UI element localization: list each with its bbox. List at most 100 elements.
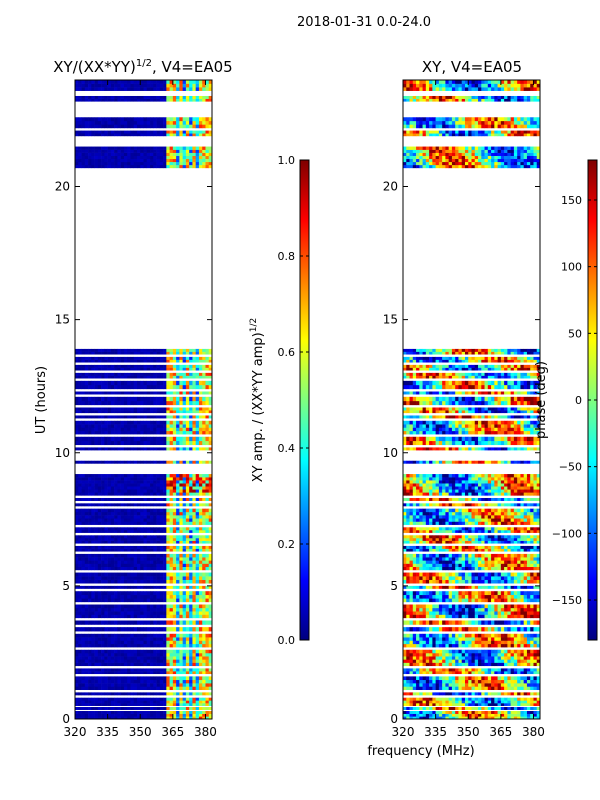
amplitude-cell: [130, 356, 135, 360]
amplitude-cell: [143, 424, 148, 428]
amplitude-cell: [107, 348, 112, 352]
amplitude-cell: [185, 498, 190, 501]
amplitude-cell: [136, 375, 141, 379]
amplitude-cell: [120, 697, 125, 701]
phase-cell: [513, 711, 518, 714]
amplitude-cell: [84, 686, 89, 691]
amplitude-cell: [195, 83, 200, 88]
amplitude-cell: [189, 659, 193, 663]
amplitude-cell: [163, 161, 167, 166]
amplitude-cell: [146, 396, 151, 402]
amplitude-cell: [146, 563, 151, 568]
amplitude-cell: [84, 607, 89, 612]
amplitude-cell: [101, 489, 105, 493]
amplitude-cell: [81, 683, 86, 687]
amplitude-cell: [123, 594, 128, 599]
amplitude-cell: [185, 671, 190, 675]
amplitude-cell: [195, 576, 200, 580]
amplitude-cell: [101, 700, 105, 704]
amplitude-cell: [136, 620, 141, 625]
amplitude-cell: [205, 697, 210, 701]
amplitude-cell: [153, 540, 157, 544]
amplitude-cell: [156, 521, 161, 525]
amplitude-cell: [146, 424, 151, 428]
amplitude-cell: [130, 477, 135, 481]
amplitude-cell: [78, 436, 82, 442]
amplitude-cell: [179, 640, 183, 645]
amplitude-cell: [91, 356, 95, 360]
amplitude-cell: [163, 711, 167, 714]
amplitude-cell: [185, 380, 190, 386]
amplitude-cell: [117, 640, 121, 645]
phase-cell: [517, 679, 521, 684]
amplitude-cell: [166, 503, 170, 507]
phase-cell: [530, 679, 534, 684]
amplitude-cell: [94, 566, 99, 571]
amplitude-cell: [84, 697, 89, 701]
amplitude-cell: [97, 521, 102, 525]
amplitude-cell: [159, 348, 164, 352]
amplitude-cell: [146, 659, 151, 663]
amplitude-cell: [91, 643, 95, 648]
amplitude-cell: [189, 384, 193, 390]
amplitude-cell: [169, 424, 174, 428]
amplitude-cell: [176, 627, 180, 632]
phase-cell: [513, 668, 518, 672]
amplitude-cell: [202, 711, 206, 714]
amplitude-cell: [101, 391, 105, 395]
amplitude-cell: [176, 367, 180, 371]
amplitude-cell: [127, 640, 131, 645]
amplitude-cell: [94, 149, 99, 153]
amplitude-cell: [169, 440, 174, 446]
phase-cell: [406, 676, 410, 681]
amplitude-cell: [172, 535, 177, 539]
amplitude-cell: [192, 676, 196, 681]
phase-cell: [494, 697, 498, 701]
amplitude-cell: [150, 375, 154, 379]
amplitude-cell: [110, 124, 115, 129]
phase-cell: [474, 679, 479, 684]
amplitude-cell: [172, 683, 177, 687]
amplitude-cell: [114, 356, 118, 360]
amplitude-cell: [153, 637, 157, 641]
amplitude-cell: [123, 607, 128, 612]
amplitude-cell: [104, 400, 108, 406]
amplitude-cell: [192, 430, 196, 435]
amplitude-cell: [163, 391, 167, 395]
amplitude-cell: [140, 348, 144, 352]
amplitude-cell: [159, 604, 164, 609]
amplitude-cell: [156, 557, 161, 561]
amplitude-cell: [94, 703, 99, 706]
amplitude-cell: [176, 611, 180, 615]
amplitude-cell: [120, 535, 125, 539]
amplitude-cell: [166, 149, 170, 153]
amplitude-cell: [153, 407, 157, 411]
phase-cell: [497, 711, 502, 714]
amplitude-cell: [205, 351, 210, 355]
amplitude-cell: [88, 489, 92, 493]
amplitude-cell: [110, 508, 115, 513]
amplitude-cell: [133, 633, 138, 638]
amplitude-cell: [78, 611, 82, 615]
amplitude-cell: [88, 348, 92, 352]
phase-cell: [517, 716, 521, 720]
amplitude-cell: [143, 152, 148, 156]
amplitude-cell: [84, 598, 89, 603]
amplitude-cell: [81, 566, 86, 571]
phase-cell: [442, 703, 446, 706]
amplitude-cell: [176, 686, 180, 691]
amplitude-cell: [97, 627, 102, 632]
amplitude-cell: [156, 579, 161, 584]
amplitude-cell: [78, 703, 82, 706]
amplitude-cell: [75, 607, 79, 612]
phase-cell: [461, 668, 466, 672]
phase-cell: [445, 707, 449, 710]
amplitude-cell: [179, 149, 183, 153]
amplitude-cell: [179, 511, 183, 516]
amplitude-cell: [208, 707, 213, 710]
amplitude-cell: [133, 410, 138, 414]
amplitude-cell: [159, 679, 164, 684]
amplitude-cell: [205, 407, 210, 411]
amplitude-cell: [150, 498, 154, 501]
amplitude-cell: [88, 80, 92, 84]
